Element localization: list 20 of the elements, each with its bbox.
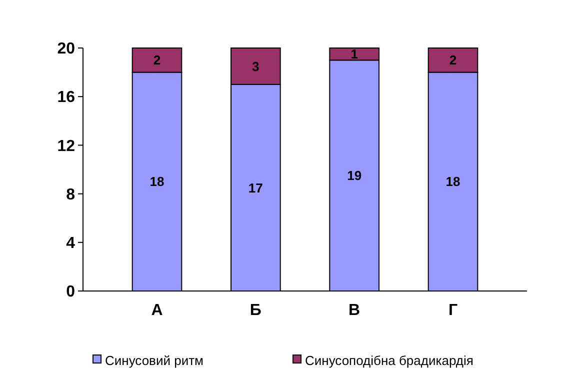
x-tick-label: Г (448, 302, 458, 319)
data-label: 2 (449, 52, 457, 68)
y-tick-label: 16 (57, 89, 76, 106)
data-label: 17 (248, 180, 263, 196)
data-label: 2 (153, 52, 161, 68)
data-label: 19 (347, 168, 362, 184)
y-tick-label: 8 (66, 186, 76, 204)
x-tick-label: Б (250, 302, 262, 319)
y-tick-label: 4 (66, 235, 76, 252)
y-tick-label: 20 (57, 40, 76, 58)
y-tick-label: 12 (57, 138, 76, 155)
x-tick-label: В (348, 302, 360, 319)
data-label: 18 (150, 174, 164, 190)
legend-label: Синусовий ритм (105, 352, 204, 368)
data-label: 1 (350, 46, 358, 62)
x-tick-label: А (151, 302, 164, 319)
legend-label: Синусоподібна брадикардія (305, 352, 474, 368)
data-label: 3 (252, 58, 260, 74)
data-label: 18 (446, 174, 460, 190)
y-tick-label: 0 (66, 284, 76, 301)
